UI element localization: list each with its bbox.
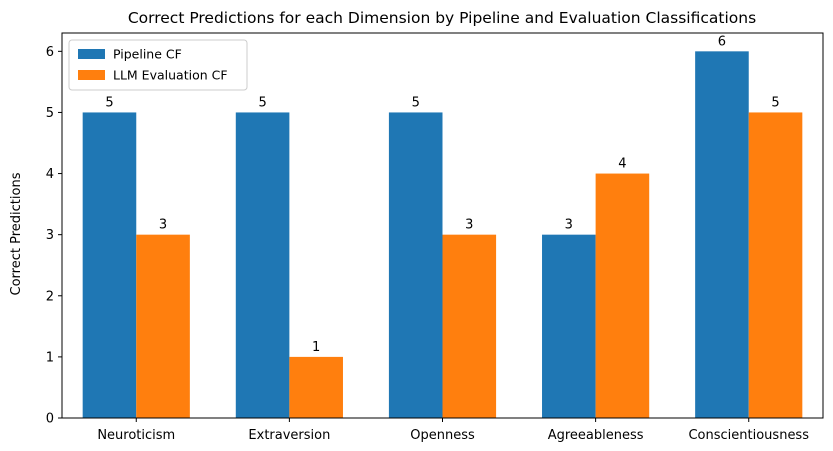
data-label: 5 [412,95,420,110]
legend-box [68,39,248,91]
data-label: 4 [618,157,626,172]
data-label: 6 [718,34,726,49]
bar-pipeline-conscientiousness [695,51,749,418]
y-tick-label: 3 [46,228,54,243]
x-tick-label: Agreeableness [548,428,644,443]
legend-label: LLM Evaluation CF [113,68,228,83]
legend: Pipeline CF LLM Evaluation CF [68,39,248,91]
bar-llm-evaluation-neuroticism [136,234,190,418]
legend-swatch [78,49,105,59]
x-tick-label: Conscientiousness [688,428,809,443]
data-label: 1 [312,340,320,355]
bar-llm-evaluation-openness [442,234,497,418]
bar-llm-evaluation-agreeableness [595,173,650,418]
y-tick-label: 6 [46,45,54,60]
y-axis-label: Correct Predictions [9,172,24,295]
bar-pipeline-agreeableness [542,234,596,418]
y-tick-label: 5 [46,106,54,121]
data-label: 3 [565,218,573,233]
legend-label: Pipeline CF [113,47,182,62]
data-label: 5 [771,95,779,110]
chart-title: Correct Predictions for each Dimension b… [128,9,756,27]
bar-pipeline-neuroticism [82,112,137,418]
x-tick-label: Neuroticism [97,428,175,443]
x-tick-label: Extraversion [248,428,330,443]
plot-area: 5 5 5 3 6 3 1 3 4 5 0 1 2 3 4 5 6 Neuroticism Extraversion… [46,32,824,443]
y-tick-label: 0 [46,412,54,427]
data-label: 3 [465,218,473,233]
bar-pipeline-extraversion [235,112,290,418]
y-tick-label: 2 [46,289,54,304]
data-label: 3 [159,218,167,233]
bar-llm-evaluation-conscientiousness [748,112,803,418]
bar-llm-evaluation-extraversion [289,356,343,418]
bar-pipeline-openness [388,112,443,418]
data-label: 5 [105,95,113,110]
y-tick-label: 4 [46,167,54,182]
y-tick-label: 1 [46,350,54,365]
x-tick-label: Openness [410,428,475,443]
legend-swatch [78,70,105,80]
data-label: 5 [258,95,266,110]
